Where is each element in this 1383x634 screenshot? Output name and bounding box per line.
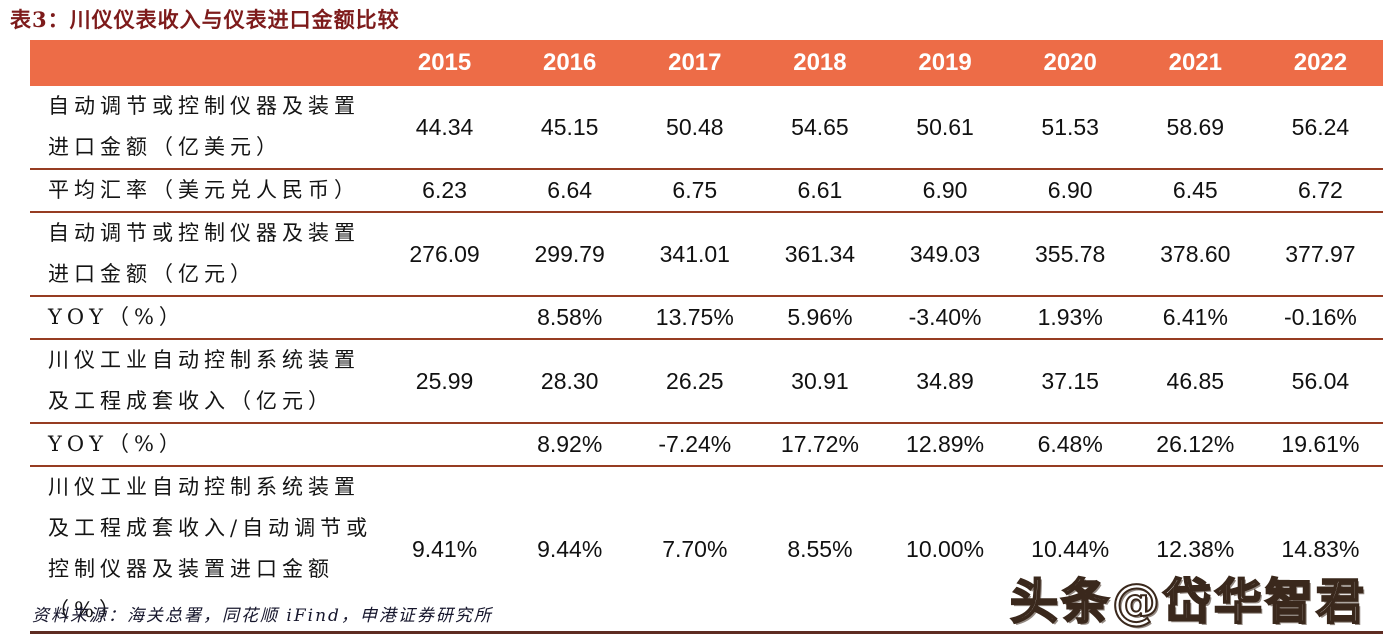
value-cell: 56.24	[1291, 113, 1350, 140]
value-cell: 6.72	[1298, 177, 1343, 203]
value-cell	[382, 431, 507, 458]
value-cell: 6.45	[1172, 177, 1218, 203]
value-cell: 56.04	[1291, 367, 1350, 394]
value-cell: 9.41%	[411, 535, 478, 562]
year-header-cell: 2022	[1293, 49, 1348, 76]
value-cell: 9.44%	[537, 535, 603, 562]
value-cell: 361.34	[784, 240, 856, 267]
value-cell: 10.44%	[1031, 535, 1110, 562]
row-label: 自动调节或控制仪器及装置进口金额（亿元）	[48, 221, 360, 286]
value-cell: 45.15	[540, 113, 599, 140]
comparison-table: 2015 2016 2017 2018 2019 2020 2021 2022 …	[30, 40, 1383, 634]
value-cell: 6.61	[797, 177, 843, 203]
value-cell: 58.69	[1166, 113, 1225, 140]
value-cell: 6.75	[672, 177, 718, 203]
row-label: 川仪工业自动控制系统装置及工程成套收入/自动调节或控制仪器及装置进口金额（%）	[48, 475, 373, 622]
value-cell: 46.85	[1166, 367, 1225, 394]
value-cell: 8.92%	[537, 431, 603, 457]
value-cell: 6.48%	[1037, 431, 1103, 457]
value-cell: 1.93%	[1037, 304, 1103, 330]
row-values: 6.23 6.64 6.75 6.61 6.90 6.90 6.45 6.72	[382, 177, 1383, 204]
table-row: 川仪工业自动控制系统装置及工程成套收入/自动调节或控制仪器及装置进口金额（%） …	[30, 465, 1383, 631]
row-label: 平均汇率（美元兑人民币）	[48, 178, 360, 202]
value-cell: 349.03	[909, 240, 981, 267]
year-header-cell: 2019	[918, 49, 972, 76]
value-cell: 17.72%	[780, 431, 859, 457]
value-cell: 54.65	[791, 113, 849, 140]
watermark-text: 头条@岱华智君	[1009, 573, 1367, 631]
value-cell: 26.12%	[1156, 431, 1235, 457]
value-cell: -7.24%	[658, 431, 732, 457]
value-cell: 6.41%	[1162, 304, 1228, 330]
table-row: 川仪工业自动控制系统装置及工程成套收入（亿元） 25.99 28.30 26.2…	[30, 338, 1383, 422]
table-row: YOY（%） 8.92% -7.24% 17.72% 12.89% 6.48% …	[30, 422, 1383, 465]
value-cell: 50.61	[916, 113, 974, 140]
value-cell: 7.70%	[662, 535, 728, 562]
value-cell: 378.60	[1160, 240, 1231, 267]
value-cell: 26.25	[666, 367, 724, 394]
row-values: 8.92% -7.24% 17.72% 12.89% 6.48% 26.12% …	[382, 431, 1383, 458]
table-body: 自动调节或控制仪器及装置进口金额（亿美元） 44.34 45.15 50.48 …	[30, 86, 1383, 634]
table-row: YOY（%） 8.58% 13.75% 5.96% -3.40% 1.93% 6…	[30, 295, 1383, 338]
value-cell: 8.58%	[537, 304, 603, 330]
table-row: 自动调节或控制仪器及装置进口金额（亿元） 276.09 299.79 341.0…	[30, 211, 1383, 295]
value-cell: 34.89	[916, 367, 974, 394]
row-label: 自动调节或控制仪器及装置进口金额（亿美元）	[48, 94, 360, 159]
row-label: YOY（%）	[48, 432, 185, 456]
value-cell: 6.64	[547, 177, 593, 203]
value-cell: -3.40%	[908, 304, 982, 330]
value-cell: 51.53	[1041, 113, 1099, 140]
row-label: 川仪工业自动控制系统装置及工程成套收入（亿元）	[48, 348, 360, 413]
table-row: 自动调节或控制仪器及装置进口金额（亿美元） 44.34 45.15 50.48 …	[30, 86, 1383, 168]
row-label: YOY（%）	[48, 305, 185, 329]
value-cell: 44.34	[415, 113, 474, 140]
value-cell: 10.00%	[906, 535, 985, 562]
value-cell: 6.90	[1047, 177, 1093, 203]
value-cell: 25.99	[415, 367, 474, 394]
year-header-cell: 2018	[793, 49, 847, 76]
table-title: 表3：川仪仪表收入与仪表进口金额比较	[10, 7, 400, 32]
value-cell: 19.61%	[1281, 431, 1360, 457]
source-note: 资料来源：海关总署，同花顺 iFind，申港证券研究所	[32, 606, 493, 626]
year-header-cell: 2017	[668, 49, 722, 76]
table-row: 平均汇率（美元兑人民币） 6.23 6.64 6.75 6.61 6.90 6.…	[30, 168, 1383, 211]
row-values: 8.58% 13.75% 5.96% -3.40% 1.93% 6.41% -0…	[382, 304, 1383, 331]
value-cell: 341.01	[659, 240, 730, 267]
value-cell: 355.78	[1035, 240, 1106, 267]
year-header-cell: 2016	[542, 49, 597, 76]
year-header-row: 2015 2016 2017 2018 2019 2020 2021 2022	[30, 40, 1383, 86]
value-cell: 299.79	[534, 240, 605, 267]
year-header-cell: 2021	[1168, 49, 1222, 76]
value-cell: 6.90	[922, 177, 968, 203]
year-header-cell: 2020	[1043, 49, 1097, 76]
value-cell: 5.96%	[787, 304, 853, 330]
value-cell: 50.48	[666, 113, 724, 140]
value-cell: 37.15	[1041, 367, 1099, 394]
value-cell: 13.75%	[655, 304, 734, 330]
value-cell: 6.23	[422, 177, 467, 203]
value-cell: 276.09	[409, 240, 480, 267]
year-header-cell: 2015	[417, 49, 472, 76]
value-cell: 28.30	[540, 367, 599, 394]
value-cell: 12.89%	[906, 431, 985, 457]
value-cell: 12.38%	[1156, 535, 1235, 562]
value-cell: 30.91	[791, 367, 849, 394]
value-cell: 377.97	[1285, 240, 1356, 267]
row-values: 276.09 299.79 341.01 361.34 349.03 355.7…	[382, 241, 1383, 268]
value-cell	[382, 304, 507, 331]
row-values: 9.41% 9.44% 7.70% 8.55% 10.00% 10.44% 12…	[382, 536, 1383, 563]
value-cell: -0.16%	[1284, 304, 1357, 330]
row-values: 44.34 45.15 50.48 54.65 50.61 51.53 58.6…	[382, 114, 1383, 141]
value-cell: 14.83%	[1281, 535, 1360, 562]
row-values: 25.99 28.30 26.25 30.91 34.89 37.15 46.8…	[382, 368, 1383, 395]
value-cell: 8.55%	[787, 535, 853, 562]
